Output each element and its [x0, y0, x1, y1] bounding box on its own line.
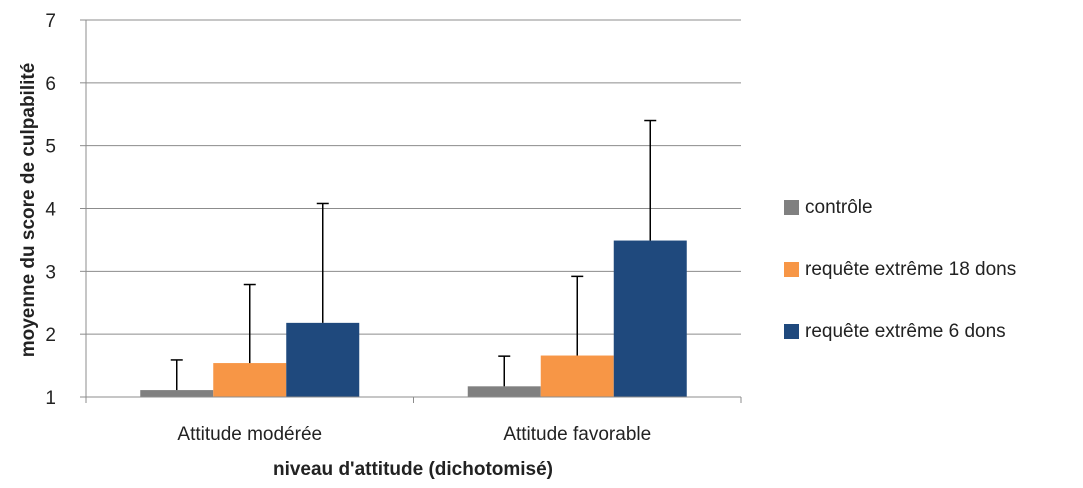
bar — [286, 322, 360, 397]
legend: contrôle requête extrême 18 dons requête… — [784, 192, 1016, 378]
axes-group — [80, 19, 742, 403]
bar — [140, 390, 214, 397]
legend-item-requete-6: requête extrême 6 dons — [784, 316, 1016, 347]
y-tick-label: 7 — [45, 11, 56, 32]
y-tick-label: 4 — [45, 200, 56, 221]
error-bars-group — [170, 119, 657, 391]
legend-item-controle: contrôle — [784, 192, 1016, 223]
bar — [540, 355, 614, 397]
x-tick-label: Attitude favorable — [503, 424, 651, 445]
legend-label-requete-6: requête extrême 6 dons — [805, 320, 1006, 342]
legend-item-requete-18: requête extrême 18 dons — [784, 254, 1016, 285]
y-tick-label: 5 — [45, 137, 56, 158]
x-tick-labels: Attitude modérée Attitude favorable — [177, 424, 651, 445]
y-tick-label: 2 — [45, 325, 56, 346]
y-tick-labels: 1 2 3 4 5 6 7 — [45, 11, 56, 409]
legend-label-controle: contrôle — [805, 196, 873, 218]
bars-group — [140, 240, 687, 397]
y-tick-label: 3 — [45, 262, 56, 283]
bar — [613, 240, 687, 397]
bar — [467, 386, 541, 397]
y-tick-label: 1 — [45, 388, 56, 409]
bar — [213, 363, 287, 397]
legend-label-requete-18: requête extrême 18 dons — [805, 258, 1017, 280]
legend-swatch-controle — [784, 200, 799, 215]
y-tick-label: 6 — [45, 74, 56, 95]
legend-swatch-requete-18 — [784, 262, 799, 277]
x-axis-title: niveau d'attitude (dichotomisé) — [273, 459, 553, 480]
legend-swatch-requete-6 — [784, 324, 799, 339]
y-axis-title: moyenne du score de culpabilité — [18, 63, 39, 358]
x-tick-label: Attitude modérée — [177, 424, 322, 445]
